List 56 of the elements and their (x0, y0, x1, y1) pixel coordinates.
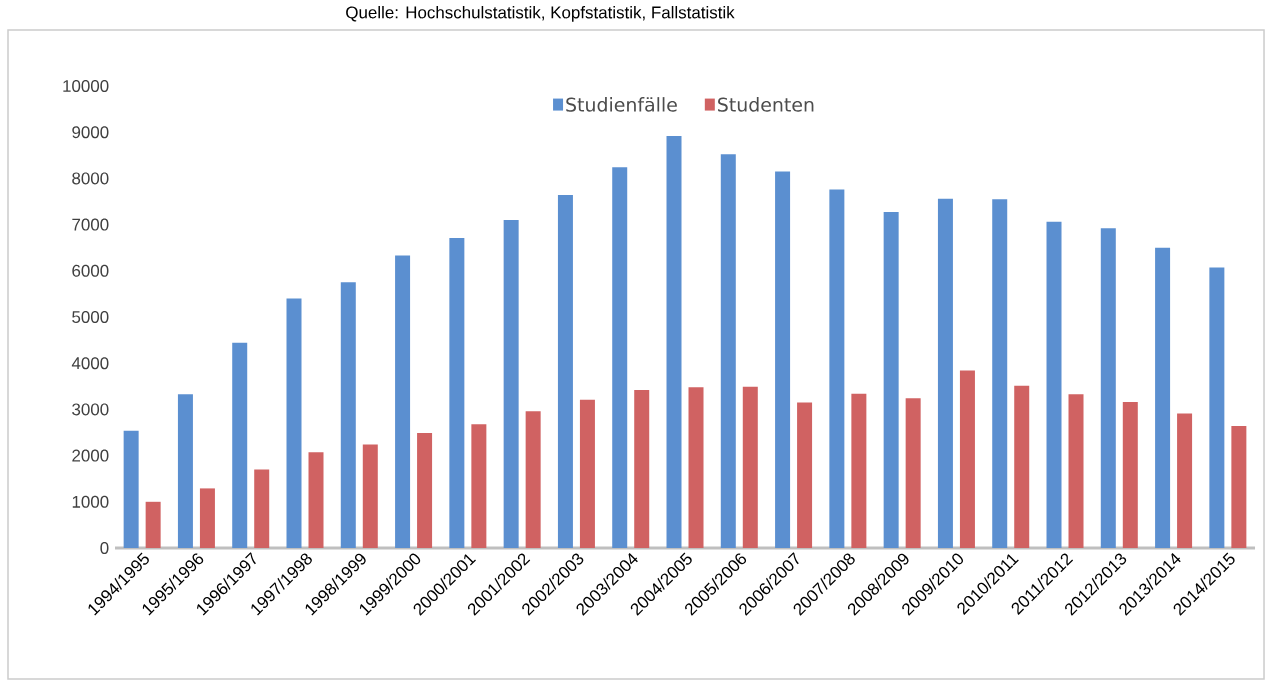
bar (525, 411, 541, 548)
y-tick-label: 6000 (72, 264, 109, 277)
bar (612, 167, 628, 548)
bar (742, 386, 758, 548)
bar (123, 430, 139, 548)
bar (1209, 267, 1225, 548)
bar (688, 387, 704, 548)
bar (145, 501, 161, 548)
bar (199, 488, 215, 548)
source-note: Quelle: Hochschulstatistik, Kopfstatistik, Fallstatistik (346, 6, 735, 22)
bar (177, 394, 193, 548)
bar (851, 393, 867, 548)
bar (1155, 247, 1171, 548)
bar (1177, 413, 1193, 548)
bar (1122, 402, 1138, 548)
y-tick-label: 0 (100, 542, 109, 554)
legend-label: Studienfälle (566, 97, 677, 112)
y-tick-label: 7000 (72, 218, 109, 231)
y-tick-label: 1000 (72, 495, 109, 508)
bar (1068, 394, 1084, 548)
bar (1231, 426, 1247, 548)
y-tick-label: 10000 (63, 80, 109, 92)
y-tick-label: 9000 (72, 126, 109, 139)
bar (557, 195, 573, 548)
bar (992, 199, 1008, 548)
bar (340, 282, 356, 548)
bar (883, 212, 899, 548)
bar (395, 255, 411, 548)
bar (1014, 385, 1030, 548)
bar (797, 402, 813, 548)
bar (720, 154, 736, 548)
bar (471, 424, 487, 548)
bar (254, 469, 270, 548)
bar (905, 398, 921, 548)
bar (937, 198, 953, 548)
bar (417, 432, 433, 548)
bar (1046, 221, 1062, 548)
bar (308, 452, 324, 548)
y-tick-label: 2000 (72, 449, 109, 462)
y-tick-label: 8000 (72, 172, 109, 185)
bar (286, 298, 302, 548)
bar (775, 171, 791, 548)
bar (959, 370, 975, 548)
bar (634, 389, 650, 548)
y-tick-label: 4000 (71, 357, 109, 370)
bar (449, 237, 465, 548)
bar (1100, 228, 1116, 548)
bar (362, 444, 378, 548)
legend-label: Studenten (718, 97, 814, 112)
bar (829, 189, 845, 548)
bar (666, 135, 682, 548)
bar (232, 342, 248, 548)
y-tick-label: 3000 (72, 403, 109, 416)
y-tick-label: 5000 (72, 311, 109, 323)
bar (503, 219, 519, 548)
bar (579, 399, 595, 548)
